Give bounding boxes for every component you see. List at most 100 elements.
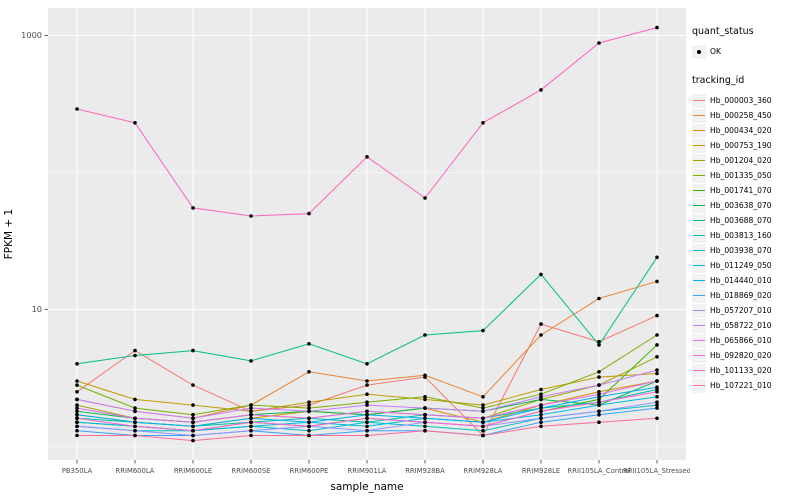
data-point (481, 395, 485, 399)
legend-item-ok: OK (692, 44, 800, 59)
data-point (75, 428, 79, 433)
data-point (75, 107, 79, 111)
legend-item-label: Hb_014440_010 (710, 276, 772, 285)
legend-item-label: Hb_003638_070 (710, 201, 772, 210)
data-point (423, 395, 427, 399)
legend-item-Hb_057207_010: Hb_057207_010 (692, 303, 800, 318)
data-point (539, 322, 543, 326)
x-tick-label: PB350LA (62, 467, 93, 475)
data-point (539, 406, 543, 410)
data-point (365, 400, 369, 405)
data-point (75, 406, 79, 410)
legend-item-label: Hb_107221_010 (710, 381, 772, 390)
data-point (539, 333, 543, 337)
data-point (249, 409, 253, 414)
data-point (539, 416, 543, 421)
data-point (191, 206, 195, 210)
data-point (307, 433, 311, 438)
line-key-icon (692, 138, 706, 153)
data-point (365, 403, 369, 407)
data-point (75, 416, 79, 421)
data-point (481, 416, 485, 421)
data-point (133, 424, 137, 429)
legend-item-label: Hb_001204_020 (710, 156, 772, 165)
data-point (481, 420, 485, 425)
data-point (133, 406, 137, 410)
legend-item-label: Hb_058722_010 (710, 321, 772, 330)
line-key-icon (692, 318, 706, 333)
data-point (655, 313, 659, 318)
quant-status-legend: quant_status OK (692, 26, 800, 59)
data-point (481, 433, 485, 438)
legend-item-label: OK (710, 47, 721, 56)
x-tick-label: RRIM928BA (405, 467, 445, 475)
data-point (307, 370, 311, 374)
line-key-icon (692, 378, 706, 393)
data-point (75, 409, 79, 414)
data-point (365, 392, 369, 397)
legend-item-label: Hb_003813_160 (710, 231, 772, 240)
data-point (597, 339, 601, 344)
data-point (307, 400, 311, 405)
legend-item-Hb_101133_020: Hb_101133_020 (692, 363, 800, 378)
data-point (655, 416, 659, 421)
legend-item-label: Hb_000003_360 (710, 96, 772, 105)
line-key-icon (692, 273, 706, 288)
line-key-icon (692, 258, 706, 273)
data-point (249, 412, 253, 417)
data-point (249, 424, 253, 429)
data-point (307, 428, 311, 433)
data-point (539, 412, 543, 417)
data-point (307, 420, 311, 425)
data-point (191, 383, 195, 387)
data-point (597, 412, 601, 417)
data-point (539, 392, 543, 397)
legend-item-Hb_000258_450: Hb_000258_450 (692, 108, 800, 123)
legend-item-Hb_001335_050: Hb_001335_050 (692, 168, 800, 183)
legend-item-label: Hb_001741_070 (710, 186, 772, 195)
data-point (133, 409, 137, 414)
data-point (423, 424, 427, 429)
data-point (133, 121, 137, 125)
legend-item-label: Hb_003688_070 (710, 216, 772, 225)
data-point (365, 412, 369, 417)
data-point (307, 211, 311, 216)
line-chart: 10 1000 PB350LA RRIM600LA RRIM600LE RRIM600SE… (3, 8, 690, 493)
data-point (307, 409, 311, 414)
data-point (191, 348, 195, 353)
data-point (655, 406, 659, 410)
data-point (481, 409, 485, 414)
data-point (423, 428, 427, 433)
legend-item-Hb_003638_070: Hb_003638_070 (692, 198, 800, 213)
data-point (307, 424, 311, 429)
data-point (597, 392, 601, 397)
data-point (481, 121, 485, 125)
data-point (539, 395, 543, 399)
x-tick-label: RRIM901LA (348, 467, 387, 475)
data-point (423, 373, 427, 378)
data-point (423, 397, 427, 402)
legend-item-Hb_092820_020: Hb_092820_020 (692, 348, 800, 363)
legend-item-label: Hb_065866_010 (710, 336, 772, 345)
data-point (423, 406, 427, 410)
line-key-icon (692, 348, 706, 363)
x-tick-label: RRIM600SE (232, 467, 271, 475)
legend-item-Hb_003813_160: Hb_003813_160 (692, 228, 800, 243)
data-point (655, 368, 659, 372)
data-point (539, 397, 543, 402)
x-tick-label: RRIM600PE (290, 467, 329, 475)
data-point (133, 397, 137, 402)
legend-item-Hb_003688_070: Hb_003688_070 (692, 213, 800, 228)
line-key-icon (692, 228, 706, 243)
data-point (249, 433, 253, 438)
data-point (655, 343, 659, 347)
data-point (655, 25, 659, 30)
data-point (597, 41, 601, 45)
legend-item-Hb_000003_360: Hb_000003_360 (692, 93, 800, 108)
data-point (75, 424, 79, 429)
legend-item-Hb_011249_050: Hb_011249_050 (692, 258, 800, 273)
data-point (75, 362, 79, 366)
legend-item-Hb_107221_010: Hb_107221_010 (692, 378, 800, 393)
data-point (597, 343, 601, 347)
